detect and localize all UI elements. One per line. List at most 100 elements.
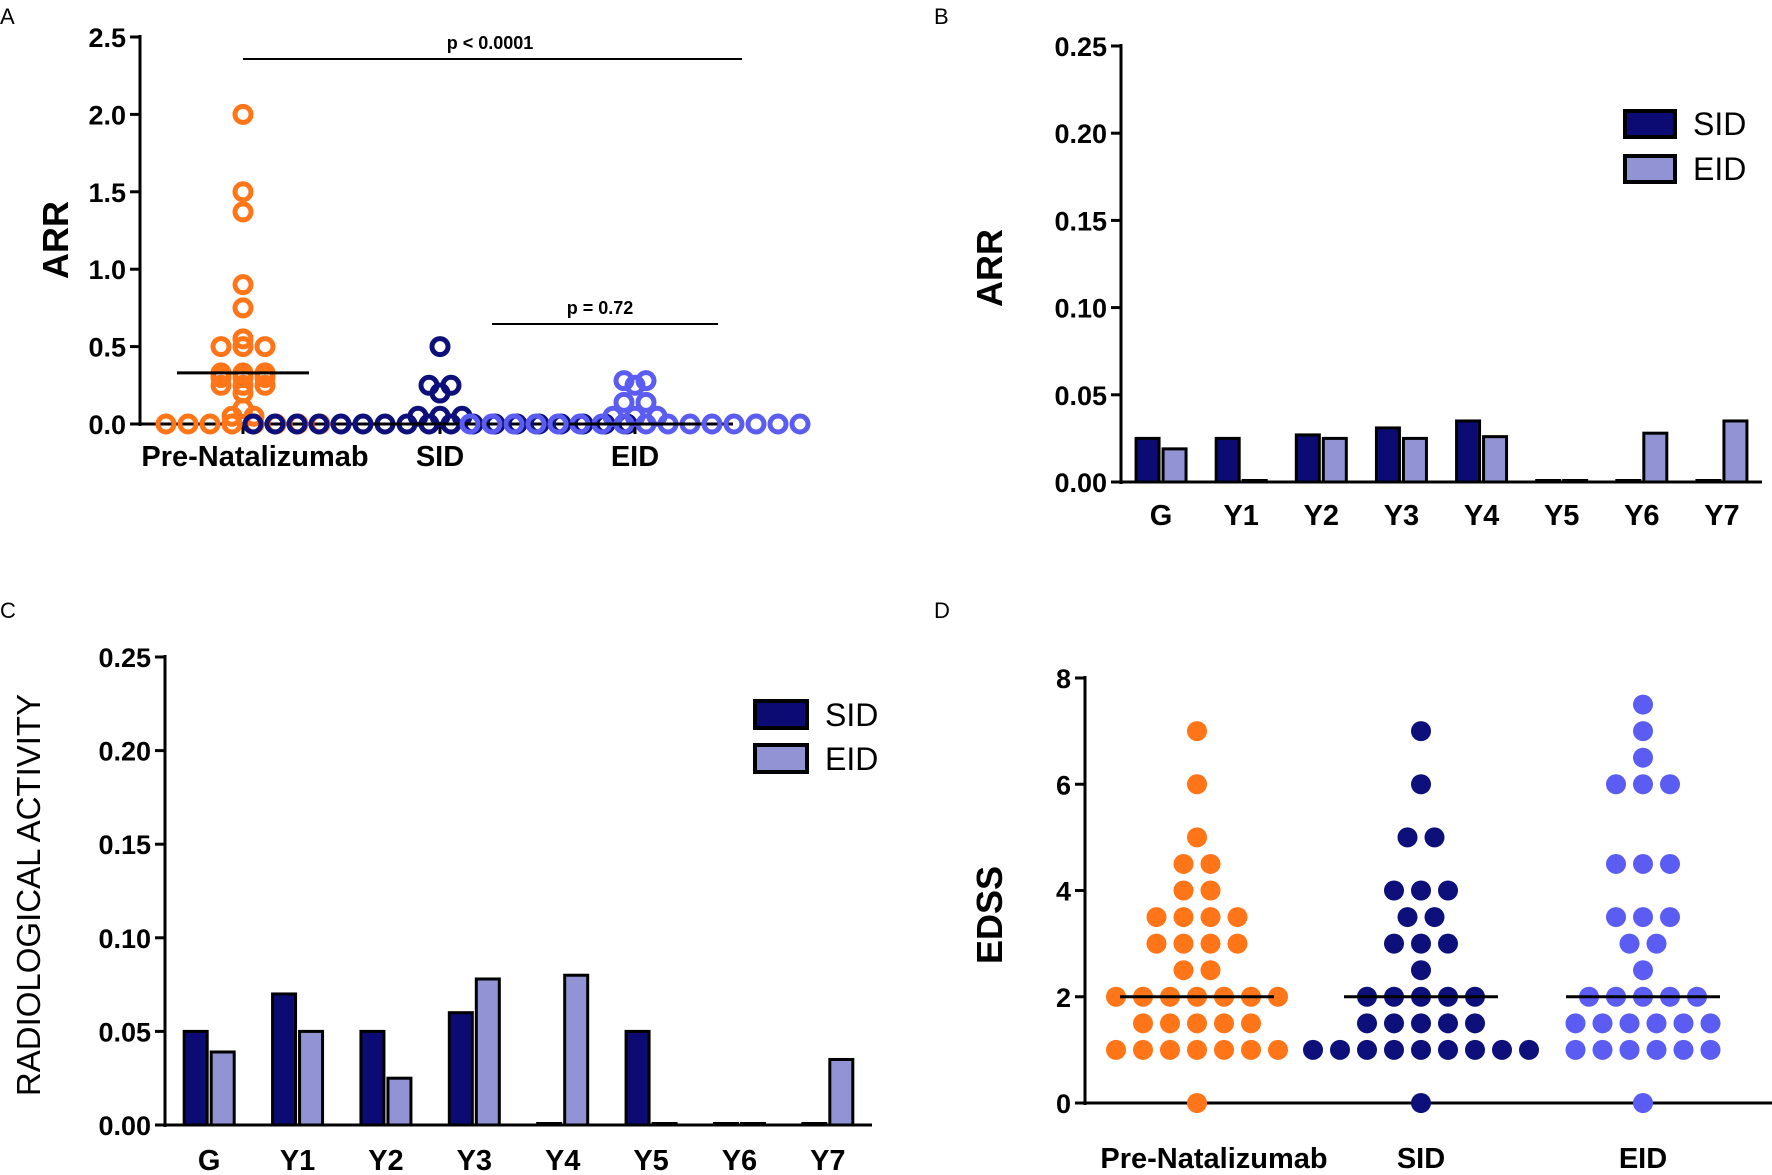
panel-a-point-eid (481, 413, 503, 435)
panel-d-point-pre-natalizumab (1187, 1039, 1207, 1060)
panel-d-point-eid (1660, 774, 1680, 795)
panel-a-point-pre-natalizumab (232, 336, 254, 358)
panel-d-point-sid (1438, 933, 1458, 954)
panel-d-point-eid (1700, 1039, 1721, 1060)
panel-d-point-pre-natalizumab (1200, 853, 1221, 874)
panel-c-y-tick-label: 0.00 (98, 1111, 151, 1141)
panel-d-point-eid (1633, 1093, 1653, 1113)
panel-d-point-sid (1411, 880, 1431, 901)
panel-d-point-pre-natalizumab (1106, 986, 1126, 1007)
panel-d-point-eid (1660, 853, 1680, 874)
panel-a-x-tick-label: SID (416, 441, 464, 473)
panel-a-point-eid (503, 413, 525, 435)
panel-a-point-sid (429, 405, 451, 427)
panel-d-point-sid (1411, 1093, 1431, 1113)
panel-d-point-sid (1303, 1039, 1323, 1060)
panel-d-point-eid (1633, 694, 1653, 715)
panel-d-point-sid (1384, 933, 1404, 954)
panel-d-point-sid (1384, 1013, 1404, 1034)
panel-b-bar-eid-y2 (1321, 436, 1348, 484)
panel-a-y-tick-label: 1.0 (88, 255, 126, 285)
panel-a-point-pre-natalizumab (232, 181, 254, 203)
panel-a-point-eid (613, 391, 635, 413)
panel-d-y-axis-label: EDSS (969, 866, 1010, 964)
panel-d-point-pre-natalizumab (1187, 1013, 1207, 1034)
panel-a-y-tick-label: 0.5 (88, 333, 126, 363)
panel-d-point-sid (1411, 721, 1431, 742)
panel-c-bar-eid-y4 (563, 973, 590, 1127)
panel-d-point-sid (1424, 907, 1445, 928)
panel-d-point-sid (1397, 827, 1418, 848)
panel-d-point-pre-natalizumab (1173, 907, 1194, 928)
panel-b-legend-swatch-eid (1623, 154, 1677, 184)
panel-d-point-pre-natalizumab (1173, 960, 1194, 981)
panel-a-y-tick-label: 0.0 (88, 410, 126, 440)
panel-a-point-pre-natalizumab (232, 374, 254, 396)
panel-letter-a: A (0, 4, 15, 29)
panel-c-y-tick-label: 0.25 (98, 643, 151, 673)
panel-d-point-pre-natalizumab (1160, 1013, 1180, 1034)
panel-c-bar-sid-y5 (624, 1029, 651, 1127)
panel-d-point-eid (1619, 1039, 1640, 1060)
panel-a-point-sid (242, 413, 264, 435)
panel-c-x-tick-label: Y2 (368, 1145, 403, 1175)
panel-a-point-pre-natalizumab (232, 274, 254, 296)
panel-a-point-eid (723, 413, 745, 435)
panel-a-y-tick-label: 2.0 (88, 100, 126, 130)
panel-d-point-sid (1357, 1013, 1377, 1034)
panel-d-point-eid (1619, 933, 1640, 954)
panel-a-point-pre-natalizumab (232, 328, 254, 350)
panel-d-point-pre-natalizumab (1173, 880, 1194, 901)
panel-d-point-pre-natalizumab (1106, 1039, 1126, 1060)
panel-d-point-eid (1606, 774, 1626, 795)
panel-a-point-eid (646, 405, 668, 427)
panel-b-x-tick-label: Y6 (1624, 500, 1659, 532)
panel-a-point-pre-natalizumab (232, 103, 254, 125)
panel-d-point-pre-natalizumab (1268, 1039, 1288, 1060)
panel-a-point-eid (635, 391, 657, 413)
panel-d-point-pre-natalizumab (1227, 907, 1248, 928)
panel-d-point-sid (1465, 1039, 1485, 1060)
panel-d-point-pre-natalizumab (1187, 721, 1207, 742)
panel-d-point-pre-natalizumab (1160, 1039, 1180, 1060)
panel-d-point-sid (1384, 880, 1404, 901)
panel-a-p-value-2: p = 0.72 (567, 298, 634, 318)
panel-d-point-eid (1592, 1039, 1613, 1060)
panel-a-point-sid (286, 413, 308, 435)
panel-d-point-eid (1633, 960, 1653, 981)
panel-d-point-pre-natalizumab (1146, 907, 1167, 928)
panel-d-point-eid (1646, 933, 1667, 954)
panel-a-p-value-1: p < 0.0001 (447, 33, 534, 53)
panel-c-y-axis-label: RADIOLOGICAL ACTIVITY (10, 694, 47, 1096)
panel-b-bar-sid-y2 (1294, 433, 1321, 484)
panel-d-point-pre-natalizumab (1214, 1039, 1234, 1060)
panel-d-y-tick-label: 4 (1056, 877, 1071, 907)
panel-c-y-tick-label: 0.15 (98, 830, 151, 860)
panel-a-point-pre-natalizumab (210, 336, 232, 358)
panel-d-y-tick-label: 2 (1056, 983, 1071, 1013)
panel-c-y-tick-label: 0.20 (98, 737, 151, 767)
panel-b-bar-sid-y3 (1374, 426, 1401, 484)
panel-a-point-eid (789, 413, 811, 435)
panel-c-bar-eid-y7 (828, 1057, 855, 1127)
panel-d-point-eid (1660, 907, 1680, 928)
panel-d-point-sid (1519, 1039, 1539, 1060)
panel-d-point-pre-natalizumab (1133, 1013, 1153, 1034)
panel-b-x-tick-label: Y3 (1384, 500, 1419, 532)
panel-c-legend-swatch-sid (753, 699, 809, 730)
panel-b-y-tick-label: 0.05 (1054, 381, 1107, 411)
panel-c-bar-eid-y1 (298, 1029, 325, 1127)
panel-a-point-eid (525, 413, 547, 435)
panel-b-x-tick-label: G (1150, 500, 1173, 532)
panel-a-y-axis-label: ARR (35, 201, 76, 279)
panel-d-point-sid (1330, 1039, 1350, 1060)
panel-b-legend-label-sid: SID (1693, 106, 1746, 142)
panel-a-point-sid (308, 413, 330, 435)
panel-d-point-sid (1438, 880, 1458, 901)
panel-a-point-eid (701, 413, 723, 435)
panel-a-point-sid (407, 405, 429, 427)
panel-c-x-tick-label: Y4 (545, 1145, 580, 1175)
panel-d-point-pre-natalizumab (1173, 933, 1194, 954)
panel-a-point-pre-natalizumab (210, 374, 232, 396)
panel-a-point-pre-natalizumab (221, 405, 243, 427)
